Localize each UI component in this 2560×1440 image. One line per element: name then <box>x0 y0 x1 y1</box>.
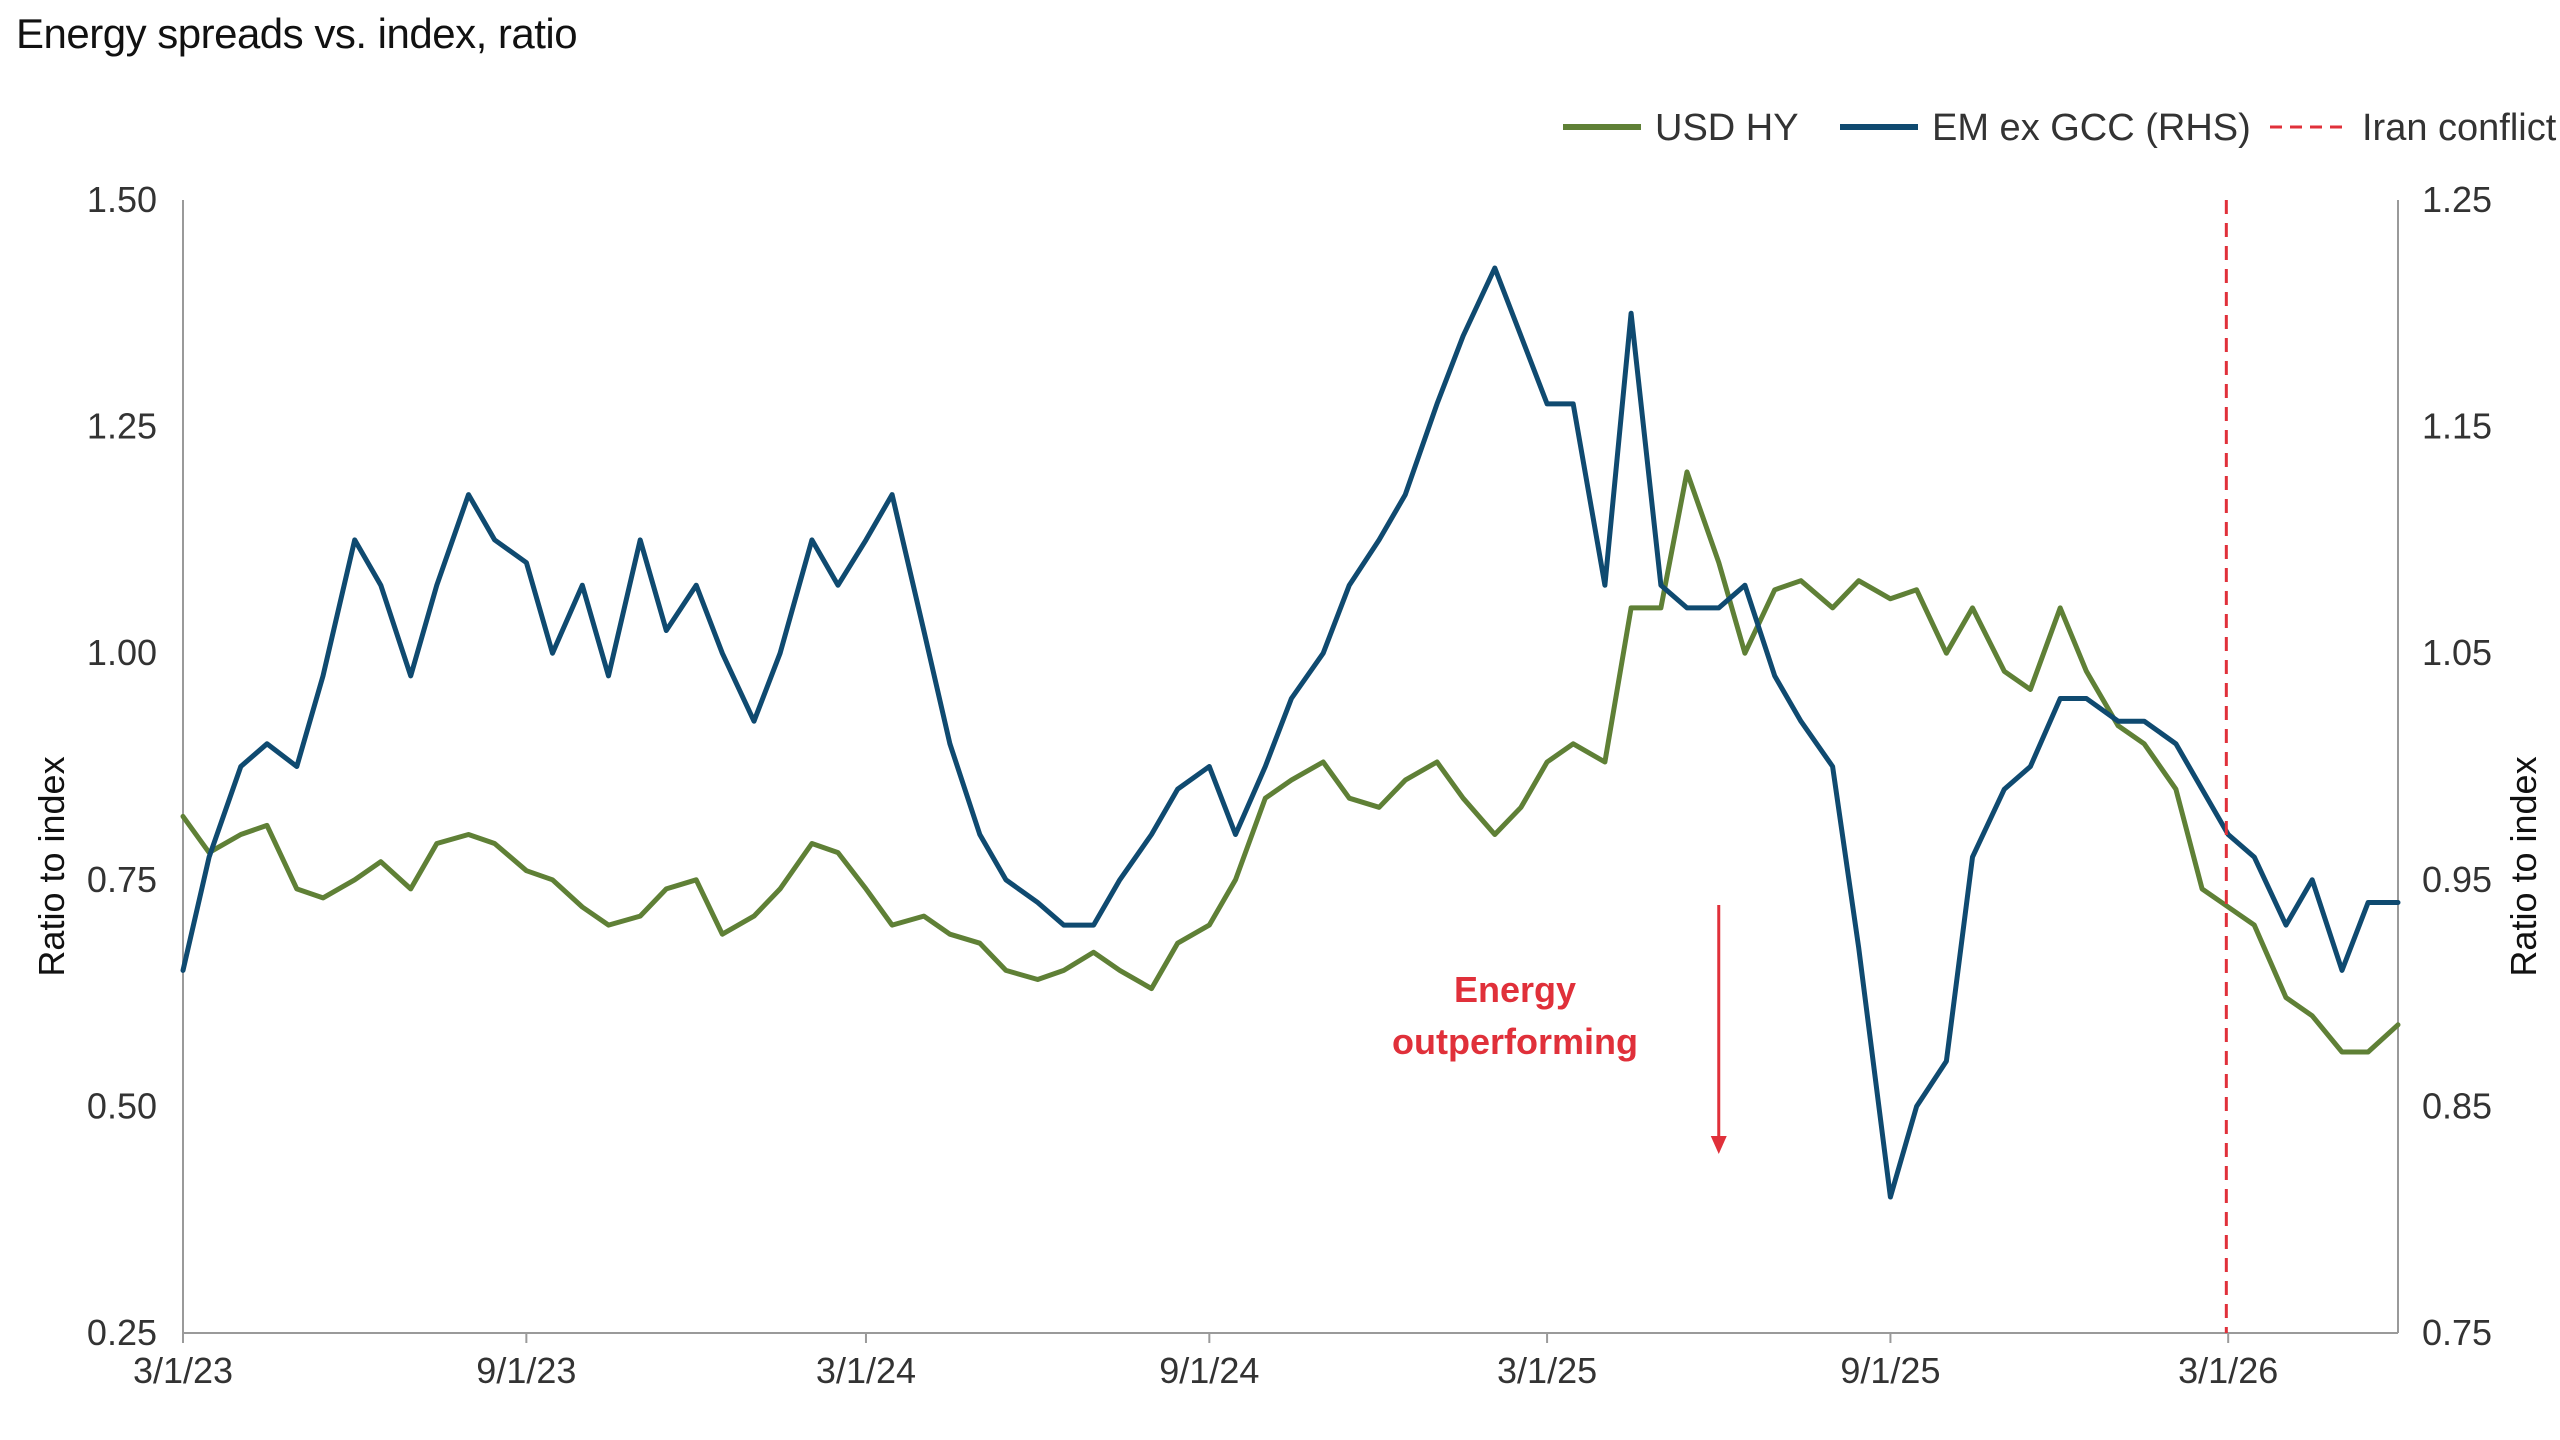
y-left-tick-label: 0.50 <box>87 1085 157 1126</box>
annotation-arrow-head <box>1710 1136 1727 1154</box>
y-left-tick-label: 1.00 <box>87 632 157 673</box>
y-left-tick-label: 1.25 <box>87 406 157 447</box>
x-tick-label: 3/1/24 <box>816 1350 916 1391</box>
series-lines <box>180 265 2401 1200</box>
legend-item-em-ex-gcc: EM ex GCC (RHS) <box>1840 107 2251 149</box>
x-tick-label: 3/1/23 <box>133 1350 233 1391</box>
legend-label: EM ex GCC (RHS) <box>1932 107 2251 149</box>
annotation-text-line: Energy <box>1454 969 1576 1010</box>
x-tick-label: 3/1/25 <box>1497 1350 1597 1391</box>
y-left-axis-title: Ratio to index <box>31 756 72 976</box>
legend-item-usd-hy: USD HY <box>1563 107 1799 149</box>
x-tick-label: 9/1/23 <box>476 1350 576 1391</box>
x-tick-label: 3/1/26 <box>2178 1350 2278 1391</box>
y-right-tick-label: 0.85 <box>2422 1085 2492 1126</box>
series-line-usd-hy <box>180 469 2401 1055</box>
x-tick-label: 9/1/24 <box>1159 1350 1259 1391</box>
y-right-tick-label: 0.75 <box>2422 1312 2492 1353</box>
y-left-tick-label: 0.75 <box>87 859 157 900</box>
legend-item-iran-conflict: Iran conflict <box>2270 107 2557 149</box>
legend-label: USD HY <box>1655 107 1799 149</box>
chart-title: Energy spreads vs. index, ratio <box>16 10 578 57</box>
legend-label: Iran conflict <box>2362 107 2557 149</box>
series-line-em-ex-gcc <box>180 265 2401 1200</box>
x-tick-label: 9/1/25 <box>1840 1350 1940 1391</box>
legend: USD HY EM ex GCC (RHS) Iran conflict <box>1563 107 2557 149</box>
axes: 0.25 0.50 0.75 1.00 1.25 1.50 0.75 0.85 0.95 1.05… <box>31 179 2544 1391</box>
annotation: Energy outperforming <box>1392 905 1727 1154</box>
y-right-axis-title: Ratio to index <box>2503 756 2544 976</box>
y-left-tick-label: 0.25 <box>87 1312 157 1353</box>
y-right-tick-label: 1.05 <box>2422 632 2492 673</box>
y-left-tick-label: 1.50 <box>87 179 157 220</box>
y-right-tick-label: 1.15 <box>2422 406 2492 447</box>
annotation-text-line: outperforming <box>1392 1021 1638 1062</box>
y-right-tick-label: 1.25 <box>2422 179 2492 220</box>
y-right-tick-label: 0.95 <box>2422 859 2492 900</box>
